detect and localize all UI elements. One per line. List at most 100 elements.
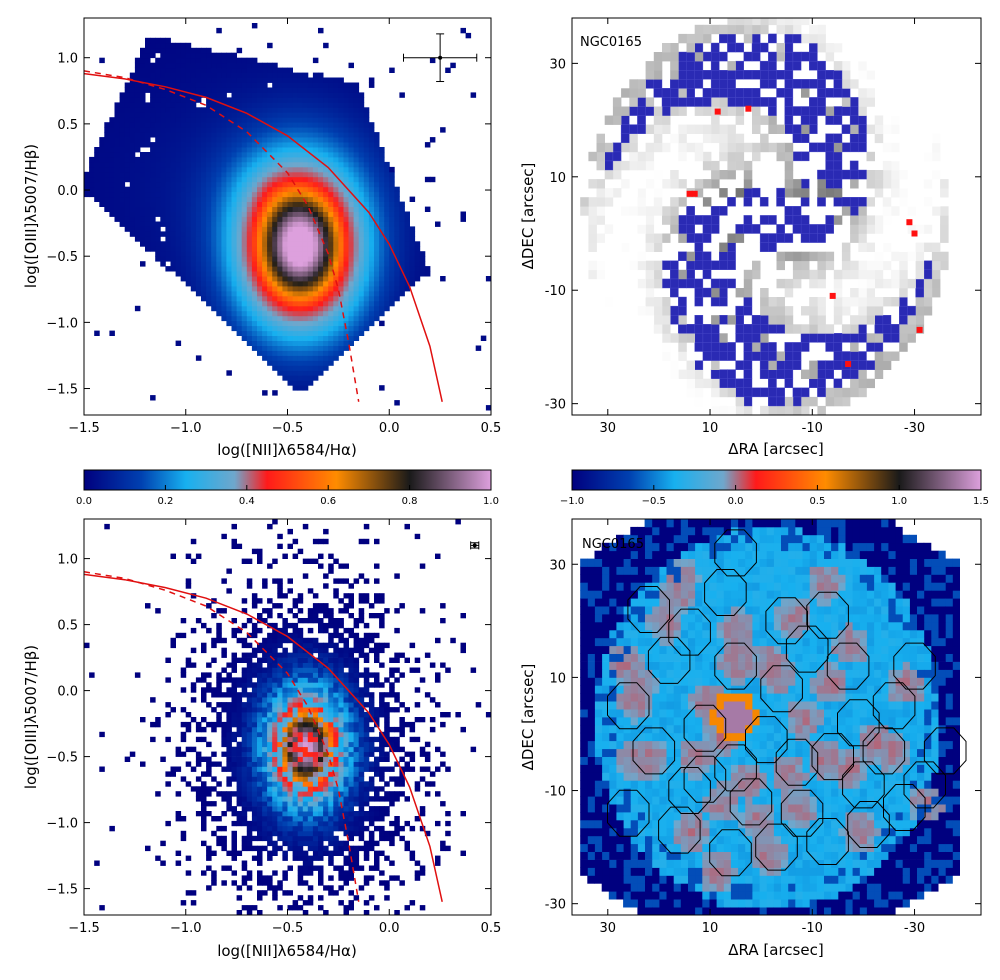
density-cell xyxy=(292,117,299,123)
selected-spaxel xyxy=(735,378,744,389)
density-cell xyxy=(389,166,395,173)
selected-spaxel xyxy=(849,106,859,116)
density-cell xyxy=(363,211,370,217)
density-cell xyxy=(99,142,105,148)
density-cell xyxy=(114,181,120,188)
density-cell xyxy=(175,811,182,817)
density-cell xyxy=(374,256,380,262)
density-cell xyxy=(292,231,299,237)
density-cell xyxy=(129,137,136,143)
density-cell xyxy=(134,72,141,78)
density-cell xyxy=(185,127,192,133)
density-cell xyxy=(353,206,360,212)
density-cell xyxy=(246,875,253,881)
density-cell xyxy=(343,276,349,282)
map-pixel xyxy=(670,106,679,116)
density-cell xyxy=(384,231,390,237)
density-cell xyxy=(292,335,299,341)
density-cell xyxy=(170,211,176,217)
density-cell xyxy=(257,761,263,767)
density-cell xyxy=(190,662,197,668)
density-cell xyxy=(221,97,227,103)
map-pixel xyxy=(858,106,867,116)
density-cell xyxy=(262,712,268,718)
density-cell xyxy=(262,830,268,837)
density-cell xyxy=(302,97,309,103)
map-pixel xyxy=(645,124,655,134)
density-cell xyxy=(216,687,222,693)
density-cell xyxy=(348,310,354,317)
density-cell xyxy=(292,156,299,163)
density-cell xyxy=(414,251,421,257)
density-cell xyxy=(201,221,207,227)
map-pixel xyxy=(588,233,597,243)
density-cell xyxy=(323,345,329,351)
density-cell xyxy=(389,266,395,272)
density-cell xyxy=(343,127,349,133)
density-cell xyxy=(272,286,278,292)
density-cell xyxy=(312,281,319,287)
density-cell xyxy=(262,186,268,193)
density-cell xyxy=(363,221,370,227)
density-cell xyxy=(119,152,126,158)
density-cell xyxy=(267,801,273,807)
selected-spaxel xyxy=(768,324,777,334)
density-cell xyxy=(292,330,299,336)
selected-spaxel xyxy=(759,387,769,398)
density-cell xyxy=(287,375,293,381)
density-cell xyxy=(287,176,293,183)
density-cell xyxy=(379,320,385,327)
selected-spaxel xyxy=(678,251,687,261)
map-pixel xyxy=(653,179,663,189)
density-cell xyxy=(348,256,354,262)
density-cell xyxy=(190,62,197,69)
agn-spaxel-marker xyxy=(911,230,918,237)
map-pixel xyxy=(629,233,638,243)
density-cell xyxy=(195,751,202,757)
density-cell xyxy=(134,137,141,143)
density-cell xyxy=(170,201,176,207)
density-cell xyxy=(180,632,187,639)
map-pixel xyxy=(629,306,638,316)
density-cell xyxy=(282,206,288,212)
density-cell xyxy=(195,206,202,212)
map-pixel xyxy=(711,115,720,125)
density-cell xyxy=(241,325,248,332)
density-cell xyxy=(180,900,187,906)
density-cell xyxy=(328,226,334,232)
density-cell xyxy=(323,132,329,138)
density-cell xyxy=(165,657,171,663)
density-cell xyxy=(257,726,263,733)
density-cell xyxy=(312,142,319,148)
density-cell xyxy=(201,226,207,232)
density-cell xyxy=(272,657,278,663)
map-pixel xyxy=(801,188,810,198)
density-cell xyxy=(195,221,202,227)
map-pixel xyxy=(907,206,916,216)
density-cell xyxy=(150,42,156,49)
density-cell xyxy=(241,97,248,103)
density-cell xyxy=(195,196,202,202)
density-cell xyxy=(109,186,115,193)
density-cell xyxy=(145,52,151,59)
density-cell xyxy=(318,211,324,217)
density-cell xyxy=(221,707,227,713)
density-cell xyxy=(343,216,349,222)
density-cell xyxy=(292,340,299,346)
density-cell xyxy=(287,171,293,178)
density-cell xyxy=(302,355,309,361)
density-cell xyxy=(404,286,410,292)
density-cell xyxy=(267,117,273,123)
map-pixel xyxy=(612,251,622,262)
density-cell xyxy=(99,161,105,168)
density-cell xyxy=(363,171,370,178)
density-cell xyxy=(150,132,156,138)
density-cell xyxy=(246,697,253,703)
map-pixel xyxy=(874,188,884,198)
density-cell xyxy=(160,57,166,64)
density-cell xyxy=(333,97,339,103)
density-cell xyxy=(257,82,263,88)
density-cell xyxy=(160,171,166,178)
map-pixel xyxy=(711,97,720,107)
selected-spaxel xyxy=(743,97,753,107)
